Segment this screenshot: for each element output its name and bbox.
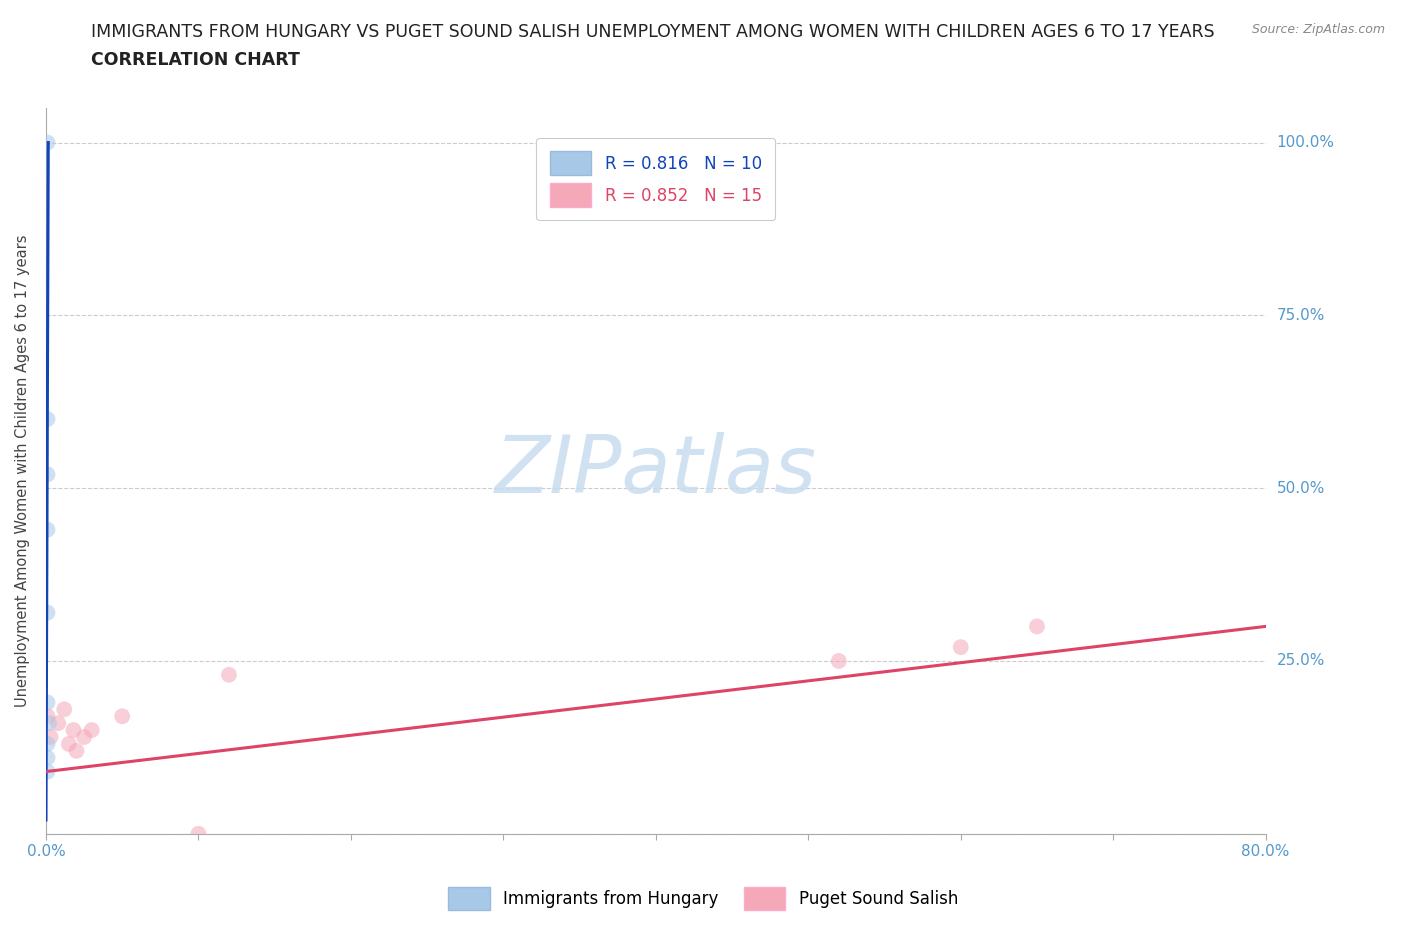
Text: CORRELATION CHART: CORRELATION CHART	[91, 51, 301, 69]
Text: 100.0%: 100.0%	[1277, 135, 1334, 150]
Y-axis label: Unemployment Among Women with Children Ages 6 to 17 years: Unemployment Among Women with Children A…	[15, 234, 30, 707]
Point	[39, 729, 62, 744]
Point	[37, 523, 59, 538]
Point	[37, 764, 59, 779]
Text: 75.0%: 75.0%	[1277, 308, 1324, 323]
Point	[58, 737, 80, 751]
Point	[53, 702, 76, 717]
Point	[37, 695, 59, 710]
Point	[828, 654, 851, 669]
Point	[37, 737, 59, 751]
Text: 50.0%: 50.0%	[1277, 481, 1324, 496]
Point	[37, 751, 59, 765]
Point	[65, 743, 87, 758]
Point	[46, 716, 69, 731]
Point	[187, 827, 209, 842]
Point	[80, 723, 103, 737]
Point	[37, 605, 59, 620]
Point	[218, 668, 240, 683]
Point	[38, 716, 60, 731]
Point	[949, 640, 972, 655]
Point	[37, 135, 59, 150]
Point	[37, 412, 59, 427]
Text: Source: ZipAtlas.com: Source: ZipAtlas.com	[1251, 23, 1385, 36]
Point	[37, 467, 59, 482]
Legend: Immigrants from Hungary, Puget Sound Salish: Immigrants from Hungary, Puget Sound Sal…	[441, 880, 965, 917]
Point	[1026, 619, 1049, 634]
Legend: R = 0.816   N = 10, R = 0.852   N = 15: R = 0.816 N = 10, R = 0.852 N = 15	[537, 139, 775, 220]
Point	[111, 709, 134, 724]
Point	[37, 709, 59, 724]
Text: IMMIGRANTS FROM HUNGARY VS PUGET SOUND SALISH UNEMPLOYMENT AMONG WOMEN WITH CHIL: IMMIGRANTS FROM HUNGARY VS PUGET SOUND S…	[91, 23, 1215, 41]
Text: 25.0%: 25.0%	[1277, 654, 1324, 669]
Point	[62, 723, 84, 737]
Point	[73, 729, 96, 744]
Text: ZIPatlas: ZIPatlas	[495, 432, 817, 510]
